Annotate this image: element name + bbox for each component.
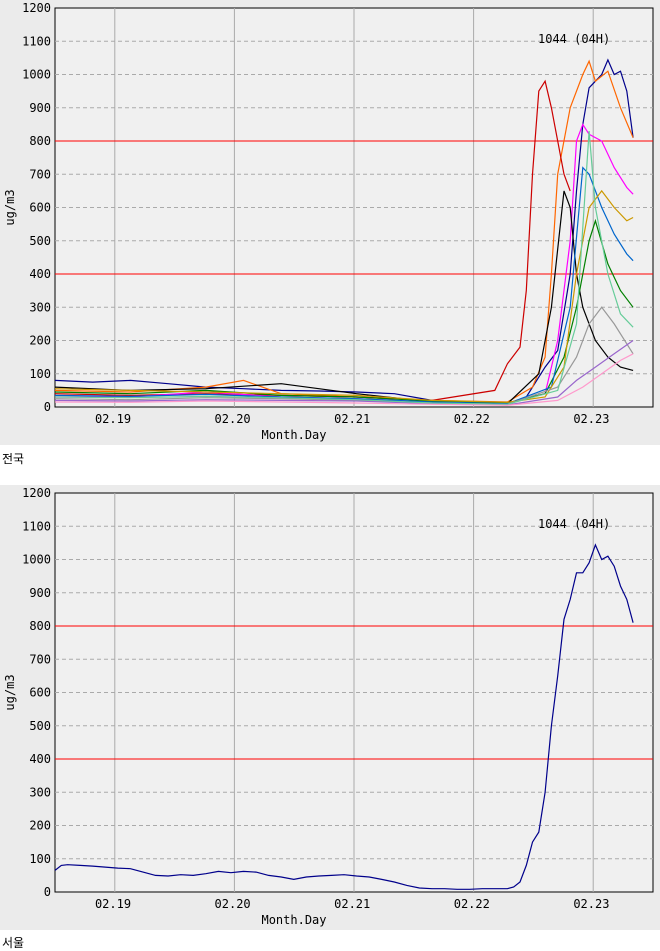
x-tick-label: 02.22 (454, 897, 490, 911)
y-axis-title: ug/m3 (3, 674, 17, 710)
line-chart-seoul: 0 100 200 300 400 500 600 700 800 900 1000 1100 1200… (3, 486, 654, 927)
chart-caption-national: 전국 (2, 452, 25, 466)
y-tick-label: 1000 (22, 68, 51, 82)
y-tick-label: 0 (44, 400, 51, 414)
peak-annotation: 1044 (04H) (538, 517, 610, 531)
y-tick-label: 100 (29, 367, 51, 381)
x-tick-label: 02.19 (95, 897, 131, 911)
y-tick-label: 400 (29, 267, 51, 281)
y-tick-label: 1200 (22, 1, 51, 15)
x-axis-title: Month.Day (261, 913, 326, 927)
y-tick-label: 0 (44, 885, 51, 899)
y-tick-label: 700 (29, 167, 51, 181)
y-tick-label: 800 (29, 619, 51, 633)
chart-caption-seoul: 서울 (2, 936, 25, 950)
y-tick-label: 600 (29, 201, 51, 215)
y-tick-label: 300 (29, 300, 51, 314)
y-tick-label: 700 (29, 652, 51, 666)
y-tick-label: 800 (29, 134, 51, 148)
y-tick-label: 200 (29, 334, 51, 348)
y-tick-label: 500 (29, 234, 51, 248)
peak-annotation: 1044 (04H) (538, 32, 610, 46)
x-tick-label: 02.21 (334, 412, 370, 426)
series-line (54, 543, 634, 890)
series-line (55, 123, 634, 404)
y-tick-label: 300 (29, 785, 51, 799)
chart-seoul: 0 100 200 300 400 500 600 700 800 900 1000 1100 1200… (0, 485, 660, 930)
x-tick-label: 02.20 (215, 897, 251, 911)
y-axis-title: ug/m3 (3, 189, 17, 225)
y-tick-label: 1000 (22, 553, 51, 567)
y-tick-label: 400 (29, 752, 51, 766)
x-tick-label: 02.23 (573, 897, 609, 911)
y-tick-label: 900 (29, 101, 51, 115)
series-line (54, 189, 634, 403)
y-tick-label: 1200 (22, 486, 51, 500)
y-tick-label: 100 (29, 852, 51, 866)
line-chart-national: 0 100 200 300 400 500 600 700 800 900 1000 1100 1200… (3, 1, 654, 442)
y-tick-label: 200 (29, 819, 51, 833)
y-tick-label: 1100 (22, 34, 51, 48)
y-tick-label: 600 (29, 686, 51, 700)
y-tick-label: 900 (29, 586, 51, 600)
x-tick-label: 02.23 (573, 412, 609, 426)
series-line (54, 59, 634, 403)
series-line (54, 353, 634, 406)
x-axis-title: Month.Day (261, 428, 326, 442)
x-tick-label: 02.19 (95, 412, 131, 426)
x-tick-label: 02.20 (215, 412, 251, 426)
x-tick-label: 02.22 (454, 412, 490, 426)
y-tick-label: 500 (29, 719, 51, 733)
series-line (54, 190, 634, 405)
chart-national: 0 100 200 300 400 500 600 700 800 900 1000 1100 1200… (0, 0, 660, 445)
y-tick-label: 1100 (22, 519, 51, 533)
series-line (54, 130, 634, 405)
x-tick-label: 02.21 (334, 897, 370, 911)
